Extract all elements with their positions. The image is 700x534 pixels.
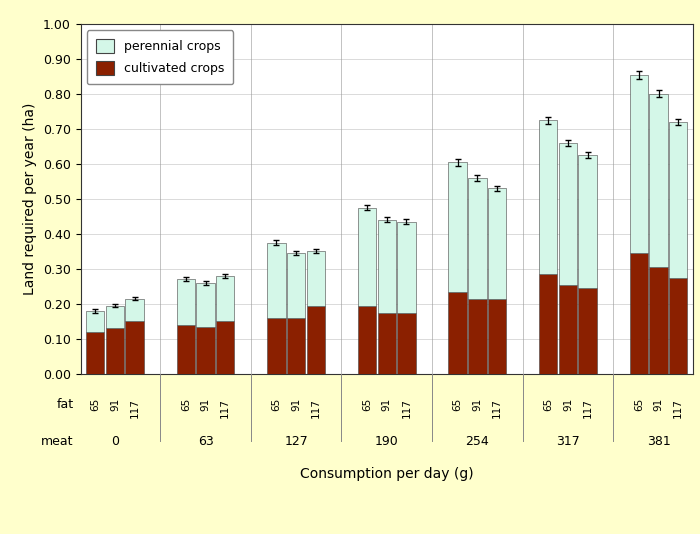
Bar	[650, 267, 668, 374]
Bar	[196, 327, 215, 374]
Bar	[488, 299, 506, 374]
Bar	[216, 321, 235, 374]
Text: 91: 91	[382, 398, 392, 411]
Bar	[468, 299, 486, 374]
Bar	[559, 143, 578, 285]
Text: fat: fat	[57, 398, 74, 411]
Bar	[539, 274, 557, 374]
Bar	[630, 75, 648, 253]
Text: 63: 63	[197, 435, 214, 448]
Text: 0: 0	[111, 435, 119, 448]
Text: 91: 91	[200, 398, 211, 411]
Bar	[86, 311, 104, 332]
Text: 117: 117	[492, 398, 502, 418]
Text: 117: 117	[220, 398, 230, 418]
Text: Consumption per day (g): Consumption per day (g)	[300, 467, 474, 481]
Bar	[307, 252, 325, 305]
Bar	[358, 305, 376, 374]
Bar	[287, 318, 305, 374]
Text: 91: 91	[563, 398, 573, 411]
Bar	[669, 278, 687, 374]
Bar	[125, 299, 144, 321]
Text: 65: 65	[272, 398, 281, 411]
Bar	[125, 321, 144, 374]
Bar	[106, 305, 124, 328]
Bar	[578, 288, 597, 374]
Bar	[196, 283, 215, 327]
Bar	[176, 279, 195, 325]
Bar	[449, 162, 467, 292]
Text: 117: 117	[130, 398, 139, 418]
Text: 65: 65	[634, 398, 644, 411]
Text: 91: 91	[291, 398, 301, 411]
Text: 117: 117	[582, 398, 593, 418]
Bar	[86, 332, 104, 374]
Y-axis label: Land required per year (ha): Land required per year (ha)	[23, 103, 37, 295]
Bar	[267, 242, 286, 318]
Text: 117: 117	[673, 398, 683, 418]
Bar	[307, 305, 325, 374]
Bar	[358, 208, 376, 305]
Bar	[578, 155, 597, 288]
Bar	[468, 178, 486, 299]
Text: 117: 117	[401, 398, 412, 418]
Text: meat: meat	[41, 435, 74, 448]
Legend: perennial crops, cultivated crops: perennial crops, cultivated crops	[87, 30, 233, 84]
Text: 91: 91	[110, 398, 120, 411]
Text: 254: 254	[466, 435, 489, 448]
Bar	[216, 276, 235, 321]
Bar	[398, 312, 416, 374]
Text: 381: 381	[647, 435, 671, 448]
Text: 190: 190	[375, 435, 398, 448]
Bar	[539, 120, 557, 274]
Bar	[449, 292, 467, 374]
Bar	[377, 312, 396, 374]
Bar	[488, 189, 506, 299]
Bar	[377, 220, 396, 312]
Text: 65: 65	[543, 398, 553, 411]
Text: 65: 65	[181, 398, 191, 411]
Bar	[669, 122, 687, 278]
Bar	[630, 253, 648, 374]
Bar	[398, 222, 416, 312]
Bar	[267, 318, 286, 374]
Text: 65: 65	[453, 398, 463, 411]
Text: 91: 91	[654, 398, 664, 411]
Bar	[106, 328, 124, 374]
Bar	[650, 94, 668, 267]
Text: 65: 65	[362, 398, 372, 411]
Bar	[176, 325, 195, 374]
Text: 317: 317	[556, 435, 580, 448]
Bar	[287, 253, 305, 318]
Text: 65: 65	[90, 398, 100, 411]
Text: 91: 91	[473, 398, 482, 411]
Bar	[559, 285, 578, 374]
Text: 117: 117	[311, 398, 321, 418]
Text: 127: 127	[284, 435, 308, 448]
